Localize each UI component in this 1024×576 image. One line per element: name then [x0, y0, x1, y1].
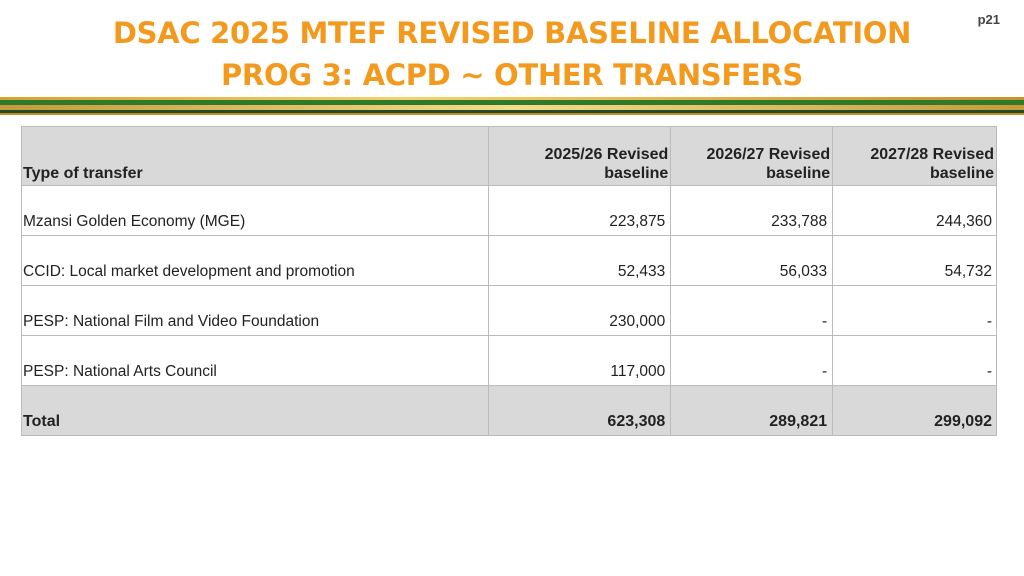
- row-value-2026-27: -: [670, 335, 834, 386]
- column-header-type: Type of transfer: [20, 126, 490, 186]
- row-value-2025-26: 52,433: [488, 235, 672, 286]
- row-value-2025-26: 230,000: [488, 285, 672, 336]
- row-value-2027-28: -: [832, 285, 997, 336]
- row-value-2027-28: -: [832, 335, 997, 386]
- slide-title-line-2: PROG 3: ACPD ~ OTHER TRANSFERS: [220, 58, 804, 92]
- table-header-row: Type of transfer 2025/26 Revised baselin…: [20, 126, 997, 186]
- row-transfer-name: CCID: Local market development and promo…: [20, 235, 490, 286]
- total-value-2027-28: 299,092: [832, 385, 997, 436]
- table-row: PESP: National Arts Council 117,000 - -: [20, 335, 997, 386]
- column-header-2026-27: 2026/27 Revised baseline: [670, 126, 834, 186]
- column-header-2027-28: 2027/28 Revised baseline: [832, 126, 997, 186]
- transfers-table: Type of transfer 2025/26 Revised baselin…: [20, 126, 997, 436]
- decorative-flag-stripes: [0, 97, 1024, 115]
- table-row: CCID: Local market development and promo…: [20, 235, 997, 286]
- total-value-2026-27: 289,821: [670, 385, 834, 436]
- gold-stripe: [0, 97, 1024, 100]
- row-value-2027-28: 54,732: [832, 235, 997, 286]
- gold-stripe: [0, 105, 1024, 110]
- row-transfer-name: PESP: National Arts Council: [20, 335, 490, 386]
- row-value-2026-27: -: [670, 285, 834, 336]
- slide-title-line-1: DSAC 2025 MTEF REVISED BASELINE ALLOCATI…: [112, 16, 912, 50]
- table-total-row: Total 623,308 289,821 299,092: [20, 385, 997, 436]
- total-label: Total: [20, 385, 490, 436]
- row-value-2027-28: 244,360: [832, 185, 997, 236]
- table-row: PESP: National Film and Video Foundation…: [20, 285, 997, 336]
- row-value-2026-27: 233,788: [670, 185, 834, 236]
- total-value-2025-26: 623,308: [488, 385, 672, 436]
- orange-stripe: [0, 113, 1024, 115]
- row-value-2026-27: 56,033: [670, 235, 834, 286]
- table-row: Mzansi Golden Economy (MGE) 223,875 233,…: [20, 185, 997, 236]
- row-transfer-name: Mzansi Golden Economy (MGE): [20, 185, 490, 236]
- column-header-2025-26: 2025/26 Revised baseline: [488, 126, 672, 186]
- row-transfer-name: PESP: National Film and Video Foundation: [20, 285, 490, 336]
- row-value-2025-26: 223,875: [488, 185, 672, 236]
- row-value-2025-26: 117,000: [488, 335, 672, 386]
- green-stripe: [0, 100, 1024, 105]
- slide-title: DSAC 2025 MTEF REVISED BASELINE ALLOCATI…: [0, 12, 1024, 96]
- page-number: p21: [977, 12, 1000, 27]
- dark-green-stripe: [0, 110, 1024, 113]
